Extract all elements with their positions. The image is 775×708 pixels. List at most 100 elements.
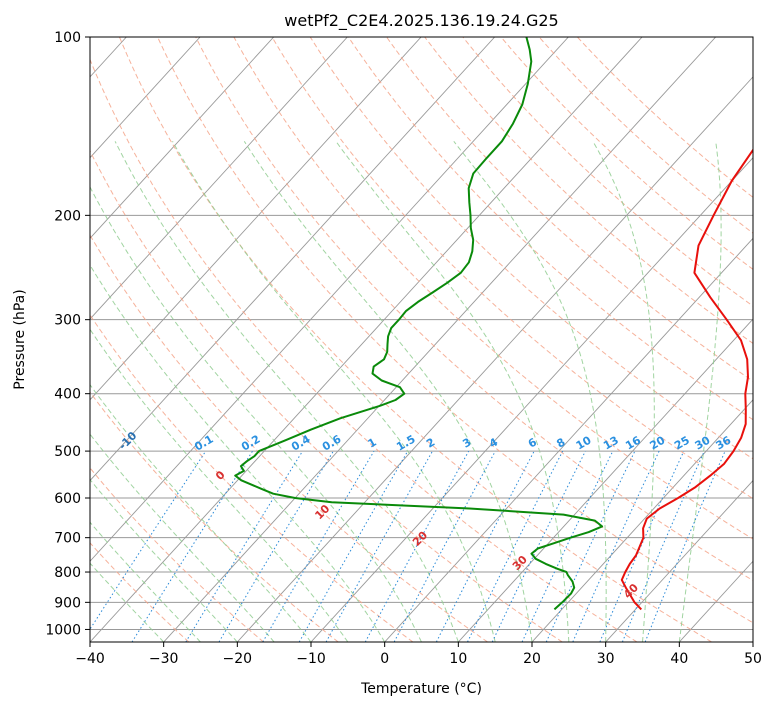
mixing-ratio-line <box>364 450 470 642</box>
y-tick-label: 500 <box>54 444 81 460</box>
axis-layer: −40 −30 −20 −10 0 10 20 30 40 5010020030040050060… <box>45 30 762 667</box>
x-tick-label: −10 <box>296 651 326 667</box>
x-tick-label: 10 <box>449 651 467 667</box>
mixing-ratio-line <box>393 450 496 642</box>
y-tick-label: 1000 <box>45 622 81 638</box>
moist-adiabat-line <box>453 140 607 642</box>
mixing-ratio-layer <box>90 450 726 642</box>
isotherm-line <box>752 641 753 642</box>
adiabat-layer <box>90 37 753 642</box>
moist-adiabat-line <box>243 141 533 642</box>
mixing-ratio-label: 1.5 <box>394 433 417 454</box>
dry-adiabat-line <box>90 542 190 642</box>
mixing-ratio-label: 0.1 <box>192 433 215 454</box>
dry-adiabat-line <box>347 37 753 421</box>
moist-adiabat-line <box>90 383 312 642</box>
dry-adiabat-line <box>500 37 753 270</box>
moist-adiabat-line <box>678 141 722 642</box>
isotherm-line <box>90 37 422 401</box>
dry-adiabat-line <box>90 58 638 642</box>
x-tick-label: −40 <box>75 651 105 667</box>
dry-adiabat-line <box>538 37 753 234</box>
isotherm-line <box>90 37 201 159</box>
y-tick-label: 400 <box>54 387 81 403</box>
y-axis-label: Pressure (hPa) <box>12 289 28 389</box>
mixing-ratio-line <box>572 450 660 642</box>
mixing-ratio-label: 20 <box>647 433 667 452</box>
mixing-ratio-label: 25 <box>672 434 692 453</box>
dry-adiabat-line <box>90 467 264 642</box>
mixing-ratio-label: 0.4 <box>289 432 313 453</box>
moist-adiabat-line <box>90 185 422 642</box>
mixing-ratio-line <box>467 450 564 642</box>
mixing-ratio-label: 36 <box>713 433 733 452</box>
adiabat-value-label: 0 <box>213 468 228 483</box>
x-tick-label: −30 <box>149 651 179 667</box>
x-tick-label: 30 <box>597 651 615 667</box>
x-tick-label: 0 <box>380 651 389 667</box>
x-tick-label: −20 <box>223 651 253 667</box>
mixing-ratio-label: 3 <box>460 436 473 451</box>
y-tick-label: 200 <box>54 208 81 224</box>
isotherm-line <box>90 37 496 482</box>
y-tick-label: 900 <box>54 595 81 611</box>
moist-adiabat-line <box>592 141 655 642</box>
moist-adiabat-line <box>90 433 275 642</box>
x-tick-label: 20 <box>523 651 541 667</box>
dry-adiabat-line <box>233 37 753 540</box>
mixing-ratio-label: 30 <box>693 433 713 452</box>
dry-adiabat-label: -10 <box>116 429 139 452</box>
mixing-ratio-label: 0.6 <box>320 432 344 453</box>
dry-adiabat-line <box>386 37 753 382</box>
mixing-ratio-line <box>90 450 207 631</box>
isotherm-line <box>384 237 753 642</box>
isotherm-line <box>90 37 643 642</box>
mixing-ratio-label: 4 <box>487 435 500 450</box>
dry-adiabat-line <box>118 37 712 642</box>
dry-adiabat-line <box>90 149 563 642</box>
y-tick-label: 600 <box>54 491 81 507</box>
moist-adiabat-line <box>90 562 165 642</box>
isotherm-line <box>457 318 753 642</box>
isotherm-line <box>605 479 753 642</box>
dry-adiabat-line <box>90 234 488 642</box>
mixing-ratio-label: 10 <box>574 433 594 452</box>
moist-adiabat-line <box>90 478 238 642</box>
dry-adiabat-line <box>576 37 753 198</box>
isotherm-line <box>90 37 275 240</box>
dewpoint-line <box>234 37 604 611</box>
x-tick-label: 40 <box>670 651 688 667</box>
mixing-ratio-line <box>599 450 685 642</box>
dry-adiabat-line <box>424 37 753 344</box>
mixing-ratio-line <box>545 450 636 642</box>
isotherm-line <box>90 37 569 562</box>
x-tick-label: 50 <box>744 651 762 667</box>
isotherm-line <box>163 37 717 642</box>
dry-adiabat-line <box>90 314 414 642</box>
y-tick-label: 300 <box>54 313 81 329</box>
mixing-ratio-line <box>644 450 726 642</box>
mixing-ratio-line <box>262 450 375 642</box>
dry-adiabat-line <box>157 37 753 624</box>
dry-adiabat-line <box>271 37 753 500</box>
mixing-ratio-label: 1 <box>366 436 379 451</box>
temperature-line <box>620 148 753 611</box>
y-tick-label: 100 <box>54 30 81 46</box>
y-tick-label: 800 <box>54 565 81 581</box>
moist-adiabat-line <box>90 328 349 642</box>
isopleth-label-layer: 0.10.20.40.611.52346810131620253036-100-… <box>116 429 733 601</box>
mixing-ratio-line <box>131 450 254 642</box>
dry-adiabat-line <box>309 37 753 460</box>
mixing-ratio-line <box>218 450 334 642</box>
plot-frame <box>89 36 754 643</box>
mixing-ratio-line <box>185 450 304 642</box>
y-tick-label: 700 <box>54 531 81 547</box>
series-layer <box>234 37 753 611</box>
mixing-ratio-line <box>621 450 705 642</box>
mixing-ratio-line <box>491 450 586 642</box>
dry-adiabat-line <box>195 37 753 582</box>
isotherm-line <box>236 76 753 642</box>
moist-adiabat-line <box>114 141 459 642</box>
x-axis-label: Temperature (°C) <box>360 681 482 697</box>
